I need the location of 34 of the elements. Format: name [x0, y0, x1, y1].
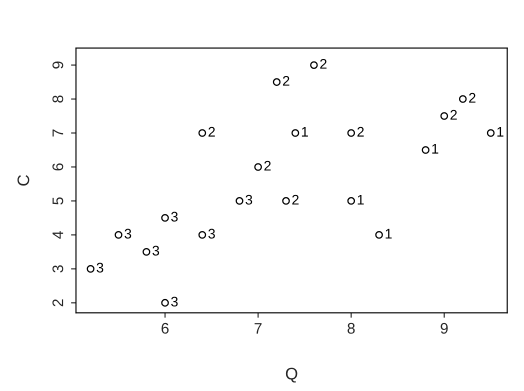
y-tick-label: 6: [52, 163, 64, 170]
series-label: 2: [292, 194, 299, 205]
x-tick-label: 6: [162, 322, 169, 334]
text: 1: [497, 127, 504, 137]
text: 1: [432, 144, 438, 154]
text: 3: [171, 296, 178, 307]
series-label: 3: [96, 262, 104, 273]
text: 3: [208, 228, 215, 239]
y-tick-label: 5: [52, 197, 64, 205]
y-tick-label: 4: [52, 231, 64, 239]
text: 2: [320, 58, 327, 69]
x-tick-label: 9: [440, 322, 448, 334]
text: 3: [124, 228, 132, 239]
y-axis-title: C: [17, 175, 30, 186]
text: 2: [264, 160, 271, 171]
y-tick-label: 3: [52, 265, 64, 273]
text: 3: [246, 194, 252, 205]
text: 2: [208, 126, 215, 137]
text: 2: [357, 126, 364, 137]
y-tick-label: 9: [52, 62, 64, 69]
x-tick-label: 7: [254, 323, 262, 334]
text: 1: [302, 127, 308, 137]
y-tick-label: 8: [52, 95, 64, 103]
y-tick-label: 2: [52, 299, 64, 306]
y-tick-label: 7: [52, 130, 64, 136]
x-axis-title: Q: [286, 368, 298, 383]
text: 2: [282, 76, 290, 86]
text: 2: [469, 92, 476, 103]
text: 3: [152, 246, 160, 256]
x-tick-label: 8: [348, 322, 355, 334]
series-label: 1: [358, 194, 364, 205]
text: 3: [171, 212, 178, 222]
text: 1: [386, 228, 392, 238]
text: 2: [450, 110, 457, 120]
